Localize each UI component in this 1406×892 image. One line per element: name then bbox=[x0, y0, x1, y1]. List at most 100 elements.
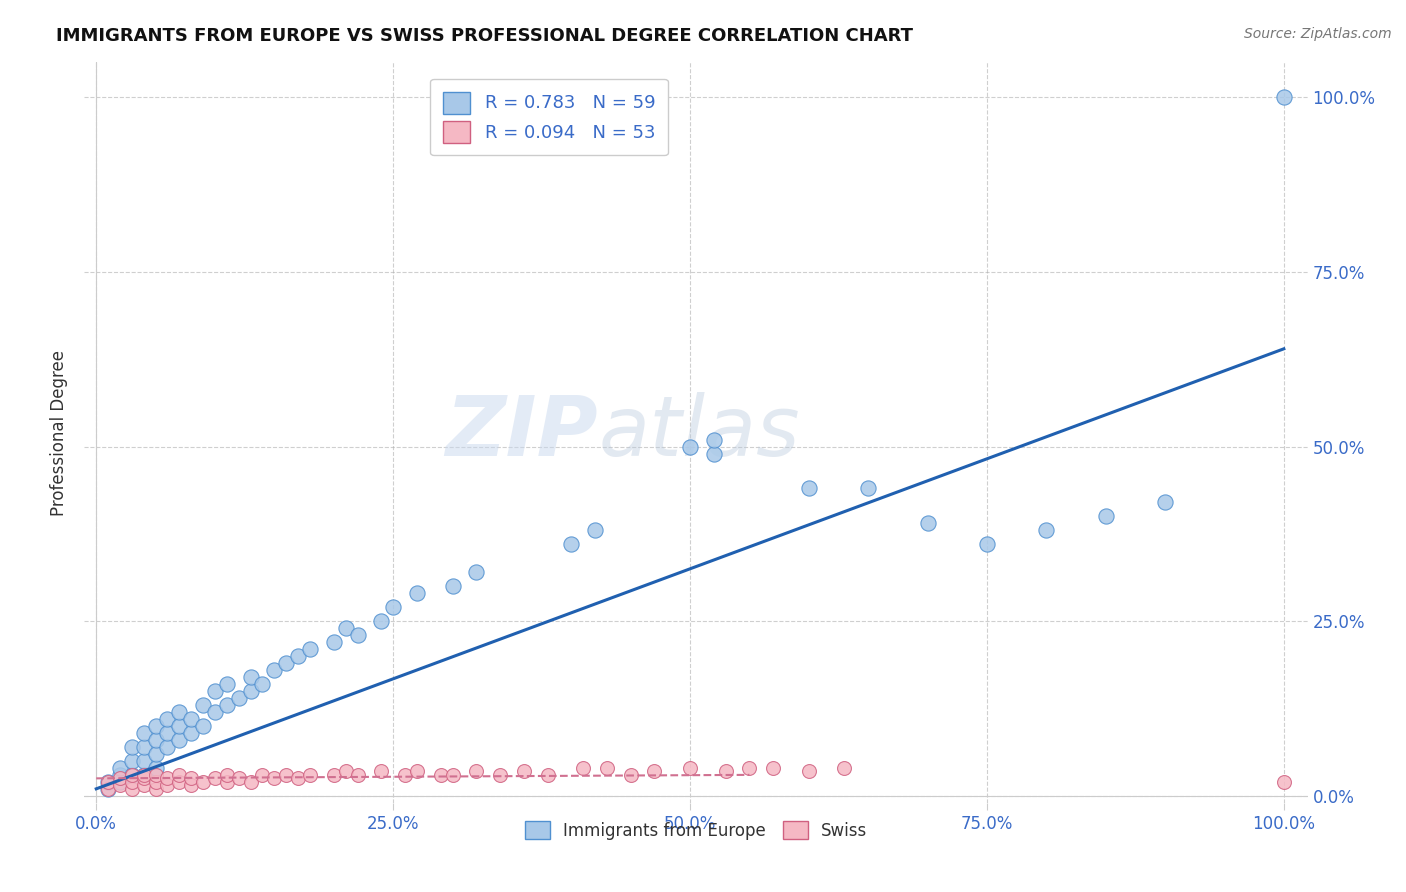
Point bbox=[121, 768, 143, 782]
Point bbox=[228, 772, 250, 786]
Point bbox=[679, 440, 702, 454]
Point bbox=[322, 635, 344, 649]
Point bbox=[228, 691, 250, 706]
Point bbox=[406, 586, 429, 600]
Point bbox=[489, 768, 512, 782]
Point bbox=[1094, 509, 1116, 524]
Point bbox=[121, 781, 143, 796]
Point bbox=[132, 726, 155, 740]
Point bbox=[441, 768, 464, 782]
Point bbox=[252, 677, 274, 691]
Point bbox=[583, 524, 606, 538]
Point bbox=[429, 768, 451, 782]
Point bbox=[1272, 90, 1295, 104]
Point bbox=[169, 705, 191, 719]
Point bbox=[132, 772, 155, 786]
Point bbox=[132, 754, 155, 768]
Point bbox=[703, 446, 725, 460]
Point bbox=[276, 656, 298, 670]
Point bbox=[1035, 524, 1057, 538]
Point bbox=[335, 764, 357, 779]
Point bbox=[169, 719, 191, 733]
Point bbox=[322, 768, 344, 782]
Point bbox=[145, 719, 167, 733]
Point bbox=[191, 775, 214, 789]
Point bbox=[714, 764, 737, 779]
Point bbox=[180, 778, 202, 792]
Point bbox=[834, 761, 856, 775]
Point bbox=[169, 775, 191, 789]
Point bbox=[287, 772, 309, 786]
Point bbox=[97, 781, 120, 796]
Point bbox=[204, 684, 226, 698]
Point bbox=[465, 566, 488, 580]
Point bbox=[145, 768, 167, 782]
Point bbox=[215, 677, 238, 691]
Point bbox=[298, 642, 321, 657]
Y-axis label: Professional Degree: Professional Degree bbox=[51, 350, 69, 516]
Point bbox=[856, 482, 879, 496]
Point bbox=[560, 537, 582, 551]
Text: ZIP: ZIP bbox=[446, 392, 598, 473]
Point bbox=[97, 775, 120, 789]
Point bbox=[215, 775, 238, 789]
Point bbox=[121, 754, 143, 768]
Point bbox=[298, 768, 321, 782]
Point bbox=[204, 772, 226, 786]
Point bbox=[917, 516, 939, 531]
Point bbox=[97, 781, 120, 796]
Point bbox=[406, 764, 429, 779]
Point bbox=[370, 764, 392, 779]
Point bbox=[145, 733, 167, 747]
Point bbox=[797, 482, 820, 496]
Point bbox=[108, 772, 131, 786]
Point bbox=[108, 775, 131, 789]
Point bbox=[145, 747, 167, 761]
Point bbox=[263, 772, 285, 786]
Point bbox=[536, 768, 558, 782]
Point bbox=[180, 772, 202, 786]
Point bbox=[394, 768, 416, 782]
Point bbox=[121, 768, 143, 782]
Point bbox=[465, 764, 488, 779]
Point bbox=[121, 739, 143, 754]
Text: Source: ZipAtlas.com: Source: ZipAtlas.com bbox=[1244, 27, 1392, 41]
Point bbox=[239, 775, 262, 789]
Point bbox=[132, 768, 155, 782]
Point bbox=[762, 761, 785, 775]
Point bbox=[679, 761, 702, 775]
Point bbox=[145, 761, 167, 775]
Point bbox=[145, 775, 167, 789]
Point bbox=[239, 670, 262, 684]
Point bbox=[1154, 495, 1177, 509]
Point bbox=[156, 778, 179, 792]
Point bbox=[252, 768, 274, 782]
Point bbox=[976, 537, 998, 551]
Point bbox=[121, 775, 143, 789]
Point bbox=[276, 768, 298, 782]
Point bbox=[156, 739, 179, 754]
Point bbox=[180, 726, 202, 740]
Point bbox=[335, 621, 357, 635]
Point bbox=[132, 768, 155, 782]
Point bbox=[1272, 775, 1295, 789]
Point bbox=[738, 761, 761, 775]
Point bbox=[108, 761, 131, 775]
Text: IMMIGRANTS FROM EUROPE VS SWISS PROFESSIONAL DEGREE CORRELATION CHART: IMMIGRANTS FROM EUROPE VS SWISS PROFESSI… bbox=[56, 27, 914, 45]
Point bbox=[108, 768, 131, 782]
Point bbox=[132, 778, 155, 792]
Point bbox=[169, 768, 191, 782]
Point bbox=[620, 768, 643, 782]
Point bbox=[145, 781, 167, 796]
Point bbox=[191, 719, 214, 733]
Point bbox=[287, 649, 309, 664]
Point bbox=[441, 579, 464, 593]
Point bbox=[370, 614, 392, 628]
Point bbox=[180, 712, 202, 726]
Point bbox=[596, 761, 619, 775]
Point bbox=[108, 778, 131, 792]
Point bbox=[572, 761, 595, 775]
Point bbox=[215, 698, 238, 712]
Point bbox=[703, 433, 725, 447]
Legend: Immigrants from Europe, Swiss: Immigrants from Europe, Swiss bbox=[519, 814, 873, 847]
